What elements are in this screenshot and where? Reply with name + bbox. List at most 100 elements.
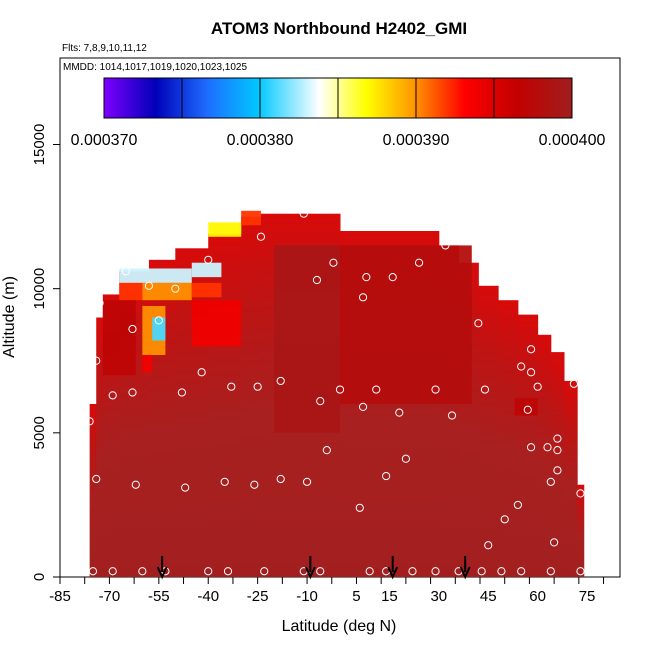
sample-point [316, 567, 325, 576]
x-tick-label: -55 [148, 588, 170, 605]
profile-marker-head [156, 566, 168, 580]
sample-point [227, 382, 236, 391]
sample-point [302, 477, 312, 486]
colorbar-tick-label: 0.000400 [539, 132, 606, 149]
y-tick-label: 5000 [31, 416, 48, 449]
sample-point [108, 391, 117, 400]
x-tick-label: 45 [480, 588, 497, 605]
sample-point [546, 477, 555, 486]
x-tick-label: 75 [579, 588, 596, 605]
sample-point [526, 443, 536, 452]
data-feature [208, 222, 242, 237]
x-tick-label: -70 [99, 588, 121, 605]
colorbar-tick-label: 0.000380 [227, 132, 294, 149]
sample-point [260, 567, 269, 576]
sample-point [362, 273, 371, 282]
sample-point [553, 466, 562, 475]
sample-point [276, 474, 285, 484]
sample-point [88, 567, 98, 576]
flights-note: Flts: 7,8,9,10,11,12 [62, 43, 147, 54]
chart-title: ATOM3 Northbound H2402_GMI [211, 19, 467, 38]
sample-point [497, 567, 506, 576]
x-tick-label: 60 [529, 588, 546, 605]
sample-point [181, 483, 190, 492]
sample-point [517, 362, 526, 371]
data-feature [142, 354, 153, 373]
sample-point [543, 443, 552, 452]
data-layer [89, 210, 585, 577]
x-tick-label: 30 [430, 588, 447, 605]
sample-point [513, 500, 522, 510]
sample-point [553, 434, 562, 443]
profile-markers [156, 556, 471, 580]
sample-point [477, 567, 486, 576]
x-tick-label: 15 [381, 588, 398, 605]
sample-point [523, 405, 532, 414]
sample-point [517, 567, 526, 576]
sample-point [447, 411, 457, 420]
data-feature [191, 262, 222, 278]
x-tick-label: -10 [296, 588, 318, 605]
sample-point [355, 503, 364, 512]
sample-point [204, 567, 213, 576]
sample-point [533, 382, 542, 391]
sample-point [312, 275, 322, 285]
sample-point [500, 515, 509, 524]
sample-point [431, 385, 440, 394]
data-feature [119, 282, 143, 301]
sample-point [358, 402, 368, 411]
sample-point [526, 345, 536, 354]
x-tick-label: -25 [247, 588, 269, 605]
sample-point [92, 474, 101, 484]
y-axis-label: Altitude (m) [1, 276, 18, 358]
sample-point [329, 258, 338, 267]
sample-point [92, 356, 101, 365]
sample-point [138, 567, 147, 576]
colorbar-tick-label: 0.000390 [383, 132, 450, 149]
data-column [96, 317, 104, 577]
sample-point [556, 330, 565, 339]
data-feature [102, 300, 136, 376]
dates-note: MMDD: 1014,1017,1019,1020,1023,1025 [63, 62, 247, 73]
sample-point [474, 319, 483, 328]
colorbar-tick-label: 0.000370 [71, 132, 138, 149]
sample-point [431, 567, 440, 576]
sample-point [128, 388, 137, 397]
x-tick-label: -85 [49, 588, 71, 605]
sample-point [546, 567, 555, 576]
data-column [537, 334, 552, 577]
sample-point [197, 368, 206, 377]
sample-point [250, 480, 259, 489]
data-column [550, 352, 565, 577]
sample-point [177, 388, 186, 397]
sample-point [220, 477, 229, 486]
sample-point [569, 379, 578, 388]
sample-point [316, 397, 325, 406]
colorbar: 0.000370 0.000380 0.000390 0.000400 [71, 77, 606, 149]
sample-point [395, 408, 404, 417]
sample-point [299, 209, 308, 218]
x-tick-label: -40 [197, 588, 219, 605]
data-column [564, 380, 578, 577]
data-column [241, 216, 262, 577]
data-feature [241, 210, 261, 226]
sample-point [576, 489, 585, 498]
y-axis: 0 5000 10000 15000 [31, 124, 60, 581]
x-tick-label: 5 [352, 588, 360, 605]
sample-point [372, 385, 381, 394]
sample-point [95, 298, 104, 308]
profile-marker-head [304, 566, 316, 580]
sample-point [154, 316, 163, 325]
sample-point [553, 446, 562, 455]
y-tick-label: 10000 [31, 268, 48, 310]
data-column [478, 285, 499, 577]
sample-point [358, 293, 368, 302]
sample-point [256, 232, 266, 241]
data-column [89, 404, 97, 577]
x-axis-label: Latitude (deg N) [282, 618, 397, 635]
sample-point [526, 368, 536, 377]
data-feature [191, 300, 242, 347]
sample-point [253, 382, 262, 391]
sample-point [550, 538, 559, 547]
